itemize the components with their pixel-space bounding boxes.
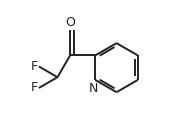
Text: O: O [65, 16, 75, 29]
Text: F: F [31, 60, 38, 73]
Text: F: F [31, 81, 38, 94]
Text: N: N [89, 82, 98, 95]
